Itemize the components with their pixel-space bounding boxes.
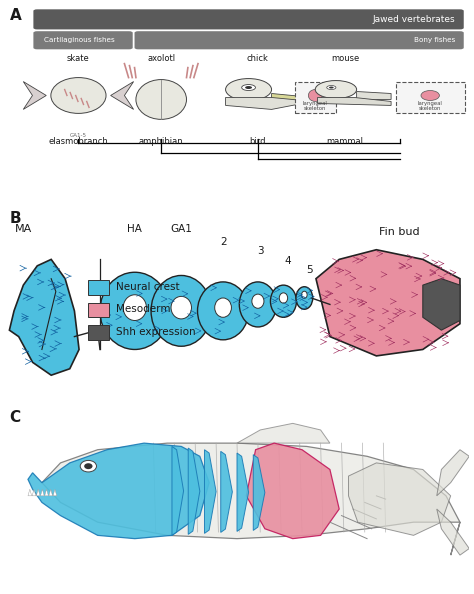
Text: mouse: mouse — [331, 53, 359, 63]
Text: laryngeal
skeleton: laryngeal skeleton — [303, 100, 328, 112]
Text: 2: 2 — [220, 236, 227, 247]
Text: elasmobranch: elasmobranch — [48, 137, 109, 146]
Polygon shape — [23, 81, 46, 109]
Text: GA1-5: GA1-5 — [70, 133, 87, 138]
Text: Mesoderm: Mesoderm — [116, 304, 171, 314]
Ellipse shape — [198, 282, 248, 340]
Ellipse shape — [239, 282, 276, 327]
Text: HA: HA — [128, 223, 142, 233]
Polygon shape — [53, 489, 57, 496]
Ellipse shape — [308, 90, 322, 102]
Text: bird: bird — [249, 137, 266, 146]
Polygon shape — [437, 509, 469, 555]
Polygon shape — [316, 249, 460, 356]
Text: B: B — [9, 211, 21, 226]
Polygon shape — [204, 450, 216, 533]
Text: axolotl: axolotl — [147, 53, 175, 63]
Polygon shape — [172, 447, 183, 535]
Polygon shape — [28, 489, 32, 496]
FancyBboxPatch shape — [135, 31, 464, 49]
Polygon shape — [246, 443, 339, 539]
Polygon shape — [356, 91, 391, 99]
Text: 3: 3 — [257, 246, 264, 256]
Ellipse shape — [327, 86, 336, 90]
Ellipse shape — [279, 293, 288, 303]
Polygon shape — [318, 97, 391, 106]
Text: C: C — [9, 410, 20, 425]
Ellipse shape — [123, 295, 146, 321]
Bar — [88, 280, 109, 295]
Polygon shape — [226, 97, 313, 109]
Text: skate: skate — [67, 53, 90, 63]
Ellipse shape — [301, 291, 307, 298]
Ellipse shape — [100, 272, 170, 349]
Polygon shape — [40, 489, 44, 496]
Bar — [88, 326, 109, 340]
Polygon shape — [348, 463, 451, 535]
Text: Neural crest: Neural crest — [116, 282, 180, 292]
Polygon shape — [237, 453, 248, 532]
Ellipse shape — [136, 80, 186, 119]
Ellipse shape — [421, 90, 439, 100]
FancyBboxPatch shape — [396, 81, 465, 113]
Polygon shape — [28, 443, 209, 539]
Polygon shape — [42, 443, 460, 555]
Ellipse shape — [242, 84, 255, 90]
Ellipse shape — [271, 285, 296, 317]
Text: mammal: mammal — [327, 137, 364, 146]
FancyBboxPatch shape — [33, 10, 464, 30]
Polygon shape — [45, 489, 48, 496]
Text: amphibian: amphibian — [139, 137, 183, 146]
Ellipse shape — [151, 276, 211, 346]
Bar — [88, 303, 109, 317]
Text: Bony fishes: Bony fishes — [414, 37, 456, 43]
Polygon shape — [36, 489, 40, 496]
Text: laryngeal
skeleton: laryngeal skeleton — [418, 100, 443, 112]
Text: Shh expression: Shh expression — [116, 327, 196, 337]
Text: 4: 4 — [285, 256, 292, 266]
Polygon shape — [32, 489, 36, 496]
Ellipse shape — [171, 296, 191, 319]
Polygon shape — [49, 489, 53, 496]
Polygon shape — [253, 454, 265, 530]
Polygon shape — [423, 279, 460, 330]
Text: Cartilaginous fishes: Cartilaginous fishes — [44, 37, 115, 43]
Ellipse shape — [80, 460, 97, 472]
Ellipse shape — [296, 287, 313, 309]
Polygon shape — [110, 81, 134, 109]
FancyBboxPatch shape — [33, 31, 133, 49]
Ellipse shape — [215, 298, 231, 317]
Ellipse shape — [226, 78, 272, 100]
Polygon shape — [437, 450, 469, 496]
Text: Jawed vertebrates: Jawed vertebrates — [373, 15, 456, 24]
Ellipse shape — [252, 294, 264, 308]
Polygon shape — [237, 424, 330, 443]
Text: 5: 5 — [306, 266, 312, 276]
Polygon shape — [188, 448, 200, 535]
Text: MA: MA — [15, 223, 32, 233]
Ellipse shape — [84, 463, 92, 469]
Text: Fin bud: Fin bud — [379, 227, 420, 237]
Polygon shape — [9, 260, 79, 375]
Ellipse shape — [245, 86, 252, 89]
Ellipse shape — [329, 87, 334, 89]
FancyBboxPatch shape — [294, 81, 336, 113]
Ellipse shape — [315, 81, 356, 99]
Text: A: A — [9, 8, 21, 23]
Text: chick: chick — [247, 53, 269, 63]
Polygon shape — [221, 451, 232, 532]
Text: GA1: GA1 — [170, 223, 192, 233]
Ellipse shape — [51, 78, 106, 113]
Polygon shape — [272, 93, 313, 102]
